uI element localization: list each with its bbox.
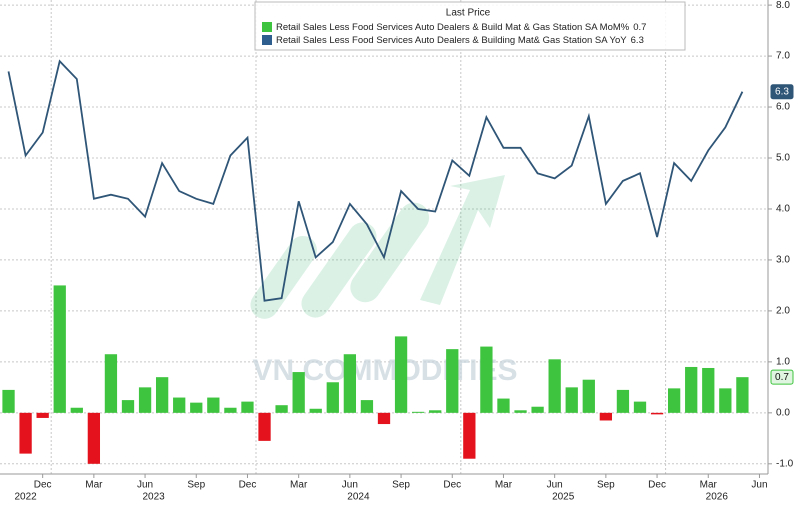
bar [514, 410, 527, 413]
x-tick-label: Mar [290, 480, 308, 491]
bar [616, 389, 630, 413]
bar [633, 401, 647, 413]
legend-name: Retail Sales Less Food Services Auto Dea… [276, 22, 630, 33]
bar [241, 401, 254, 413]
y-tick-label: 8.0 [776, 0, 790, 11]
x-tick-label: Mar [495, 480, 513, 491]
bar [531, 406, 544, 413]
bar [53, 285, 66, 413]
x-tick-label: Jun [751, 480, 767, 491]
x-tick-label: Dec [443, 480, 461, 491]
legend: Last Price Retail Sales Less Food Servic… [254, 1, 686, 51]
x-tick-label: Jun [547, 480, 563, 491]
bar [548, 359, 561, 413]
legend-value: 6.3 [631, 35, 644, 46]
bar [497, 398, 510, 413]
y-tick-label: 0.0 [776, 407, 790, 418]
x-tick-label: Mar [85, 480, 103, 491]
bar [292, 372, 305, 413]
legend-label: Retail Sales Less Food Services Auto Dea… [276, 22, 646, 33]
legend-swatch [262, 35, 272, 45]
bar [429, 410, 442, 413]
bar [480, 346, 493, 413]
bar [650, 412, 664, 415]
last-value-label: 6.3 [775, 86, 789, 97]
y-tick-label: 6.0 [776, 102, 790, 113]
bar [87, 412, 101, 464]
bar [702, 367, 715, 413]
bar [190, 402, 203, 413]
y-tick-label: 7.0 [776, 51, 790, 62]
bar [582, 379, 595, 413]
bar [36, 412, 49, 418]
bar [138, 387, 152, 413]
x-tick-label: Dec [34, 480, 52, 491]
bar [667, 388, 681, 413]
x-tick-label: Dec [239, 480, 257, 491]
legend-swatch [262, 22, 272, 32]
bar [224, 407, 237, 413]
bar [463, 412, 476, 459]
bar [685, 366, 698, 413]
y-tick-label: 1.0 [776, 357, 790, 368]
bar [326, 382, 339, 413]
x-year-label: 2024 [347, 492, 370, 503]
last-value-tag [770, 84, 794, 100]
last-value-label: 0.7 [775, 372, 789, 383]
bar [565, 387, 578, 413]
bar [258, 412, 271, 441]
x-year-label: 2025 [552, 492, 575, 503]
y-tick-label: 2.0 [776, 306, 790, 317]
y-tick-label: -1.0 [776, 458, 794, 469]
bar [719, 388, 732, 413]
bar [343, 354, 357, 413]
x-tick-label: Mar [700, 480, 718, 491]
bar [394, 336, 408, 413]
x-tick-label: Dec [648, 480, 666, 491]
legend-label: Retail Sales Less Food Services Auto Dea… [276, 35, 644, 46]
bar [411, 411, 425, 413]
bar [70, 407, 83, 413]
x-tick-label: Jun [137, 480, 153, 491]
x-year-label: 2022 [14, 492, 37, 503]
bar [19, 412, 32, 454]
bar [309, 408, 322, 413]
last-value-tag [770, 369, 794, 385]
bar [360, 400, 374, 413]
x-tick-label: Sep [597, 480, 615, 491]
x-tick-label: Sep [392, 480, 410, 491]
y-tick-label: 5.0 [776, 153, 790, 164]
watermark: VN COMMODITIES [252, 354, 517, 387]
x-tick-label: Sep [187, 480, 205, 491]
line [7, 59, 744, 302]
y-tick-label: 4.0 [776, 204, 790, 215]
bar [736, 377, 749, 413]
bar [446, 349, 459, 413]
bar [377, 412, 391, 425]
bar [121, 400, 135, 413]
bar [207, 397, 220, 413]
bar [599, 412, 613, 421]
bar [275, 405, 288, 413]
watermark-arrow [250, 175, 505, 319]
x-tick-label: Jun [342, 480, 358, 491]
x-year-label: 2026 [706, 492, 729, 503]
legend-box [254, 1, 686, 51]
legend-value: 0.7 [633, 22, 646, 33]
bar [104, 354, 118, 413]
y-tick-label: 3.0 [776, 255, 790, 266]
bar [173, 397, 186, 413]
x-year-label: 2023 [142, 492, 165, 503]
bar [2, 389, 15, 413]
legend-title: Last Price [446, 8, 491, 19]
legend-name: Retail Sales Less Food Services Auto Dea… [276, 35, 627, 46]
bar [155, 377, 169, 413]
